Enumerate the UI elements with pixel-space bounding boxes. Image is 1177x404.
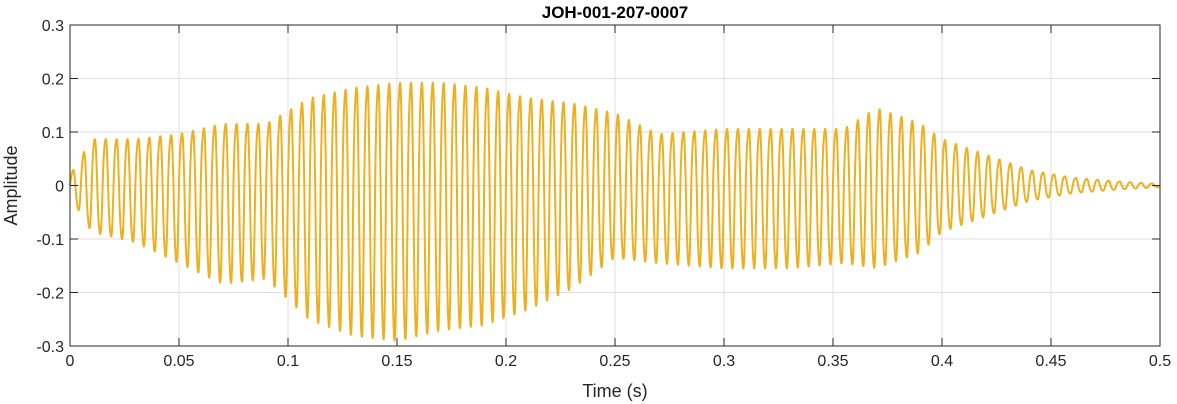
y-axis-label: Amplitude — [1, 145, 21, 225]
axis-ticks: 0 0.05 0.1 0.15 0.2 0.25 0.3 0.35 0.4 0.45 0.5 -0.3… — [36, 18, 1171, 370]
y-tick-label: 0.2 — [42, 72, 64, 89]
chart-title: JOH-001-207-0007 — [542, 3, 688, 22]
x-tick-label: 0.1 — [277, 353, 299, 370]
x-tick-label: 0.25 — [599, 353, 630, 370]
x-tick-label: 0.4 — [931, 353, 953, 370]
y-tick-label: 0.1 — [42, 125, 64, 142]
x-tick-label: 0.15 — [381, 353, 412, 370]
waveform-line — [69, 81, 1161, 342]
x-tick-label: 0.45 — [1035, 353, 1066, 370]
x-tick-label: 0.35 — [817, 353, 848, 370]
x-tick-label: 0.2 — [495, 353, 517, 370]
x-tick-label: 0.3 — [713, 353, 735, 370]
x-axis-label: Time (s) — [582, 381, 647, 401]
x-tick-label: 0.05 — [163, 353, 194, 370]
y-tick-label: 0 — [55, 179, 64, 196]
x-tick-label: 0 — [66, 353, 75, 370]
y-tick-label: -0.3 — [36, 339, 64, 356]
y-tick-label: 0.3 — [42, 18, 64, 35]
y-tick-label: -0.2 — [36, 286, 64, 303]
x-tick-label: 0.5 — [1149, 353, 1171, 370]
y-tick-label: -0.1 — [36, 232, 64, 249]
